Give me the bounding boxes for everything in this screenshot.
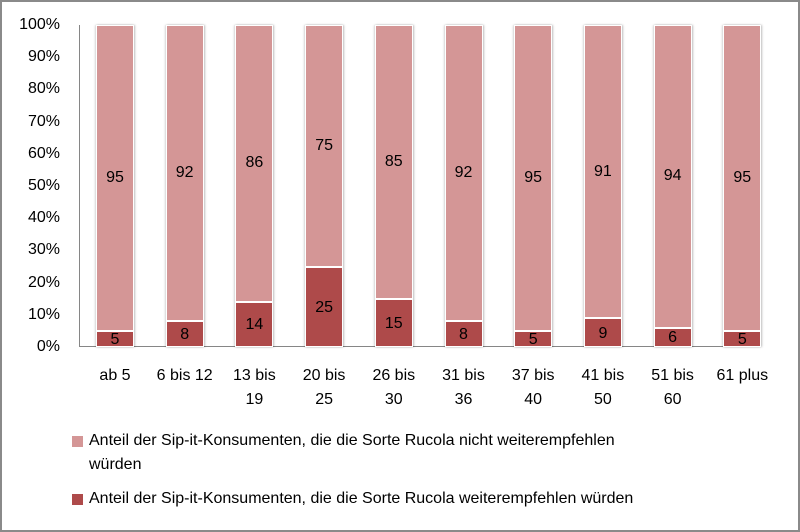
y-tick-label: 40%	[27, 209, 60, 227]
legend-swatch-not-recommend	[72, 436, 83, 447]
x-tick-label: 13 bis 19	[233, 367, 276, 408]
x-tick-label: 20 bis 25	[302, 367, 346, 408]
bar-stack: 95 5	[723, 25, 762, 348]
bar-segment-recommend	[653, 327, 692, 347]
bar-segment-recommend	[96, 330, 134, 347]
bar-segment-recommend	[235, 301, 274, 347]
data-label-not-recommend: 95	[524, 168, 543, 186]
x-tick-label: ab 5	[99, 367, 131, 384]
x-tick-label: 26 bis 30	[372, 367, 416, 408]
bar-segment-not-recommend	[235, 25, 274, 302]
bar-segment-not-recommend	[723, 25, 762, 331]
bar-segment-not-recommend	[374, 25, 413, 299]
data-label-recommend: 6	[668, 329, 678, 347]
bar-segment-recommend	[514, 330, 553, 347]
bar-segment-recommend	[374, 298, 413, 347]
bar-stack: 75 25	[305, 25, 344, 347]
x-tick-label: 41 bis 50	[581, 367, 625, 408]
data-label-not-recommend: 86	[245, 154, 264, 172]
data-label-recommend: 15	[384, 314, 403, 332]
legend-label-line1: Anteil der Sip-it-Konsumenten, die die S…	[89, 432, 615, 449]
bar-segment-not-recommend	[514, 25, 553, 331]
legend-entry-recommend: Anteil der Sip-it-Konsumenten, die die S…	[89, 487, 633, 511]
legend-label-line2: würden	[89, 456, 142, 473]
y-tick-label: 90%	[27, 48, 60, 66]
data-label-not-recommend: 91	[593, 162, 612, 180]
y-tick-label: 60%	[27, 144, 60, 162]
data-label-recommend: 9	[598, 324, 608, 342]
data-label-not-recommend: 92	[454, 164, 473, 182]
bar-stack: 91 9	[583, 25, 622, 347]
data-label-recommend: 8	[459, 326, 468, 344]
x-tick-label: 6 bis 12	[156, 367, 213, 384]
bar-segment-not-recommend	[305, 25, 344, 267]
data-label-recommend: 5	[110, 330, 120, 348]
y-tick-label: 30%	[27, 241, 60, 259]
bar-stack: 94 6	[653, 25, 692, 347]
y-tick-label: 0%	[36, 338, 60, 355]
bar-segment-recommend	[723, 330, 762, 347]
y-tick-label: 70%	[27, 112, 60, 130]
x-tick-label: 51 bis 60	[651, 367, 694, 408]
bar-stack: 92 8	[444, 25, 483, 347]
data-label-recommend: 25	[315, 298, 333, 316]
y-tick-label: 10%	[27, 305, 60, 323]
legend-label: Anteil der Sip-it-Konsumenten, die die S…	[89, 490, 634, 507]
y-tick-label: 100%	[19, 16, 60, 33]
data-label-recommend: 5	[528, 330, 538, 348]
bar-stack: 95 5	[514, 25, 553, 348]
data-label-not-recommend: 75	[315, 136, 333, 154]
bar-segment-recommend	[444, 321, 483, 347]
data-label-not-recommend: 95	[733, 168, 752, 186]
bar-stack: 85 15	[374, 25, 413, 347]
bar-segment-not-recommend	[653, 25, 692, 328]
data-label-not-recommend: 95	[106, 168, 124, 186]
bar-segment-not-recommend	[444, 25, 483, 322]
y-axis-line	[79, 25, 80, 347]
y-tick-label: 50%	[27, 177, 60, 194]
x-axis-line	[79, 346, 756, 347]
data-label-recommend: 14	[245, 316, 264, 334]
x-tick-label: 61 plus	[716, 367, 769, 384]
data-label-recommend: 8	[180, 326, 190, 344]
bar-segment-not-recommend	[165, 25, 204, 322]
data-label-not-recommend: 85	[384, 152, 403, 170]
x-tick-label: 31 bis 36	[442, 367, 485, 408]
data-label-recommend: 5	[737, 330, 747, 348]
bar-segment-not-recommend	[583, 25, 622, 319]
data-label-not-recommend: 94	[663, 167, 682, 185]
bar-stack: 92 8	[165, 25, 204, 347]
y-tick-label: 80%	[27, 80, 60, 98]
bar-segment-recommend	[165, 321, 204, 347]
legend-swatch-recommend	[72, 494, 83, 505]
bar-stack: 86 14	[235, 25, 274, 347]
data-label-not-recommend: 92	[175, 164, 194, 182]
bar-segment-recommend	[583, 318, 622, 347]
y-tick-label: 20%	[27, 273, 60, 291]
bar-segment-not-recommend	[96, 25, 134, 331]
bar-segment-recommend	[305, 266, 344, 347]
x-tick-label: 37 bis 40	[511, 367, 555, 408]
legend-entry-not-recommend: Anteil der Sip-it-Konsumenten, die die S…	[89, 429, 615, 477]
bar-stack: 95 5	[96, 25, 134, 347]
